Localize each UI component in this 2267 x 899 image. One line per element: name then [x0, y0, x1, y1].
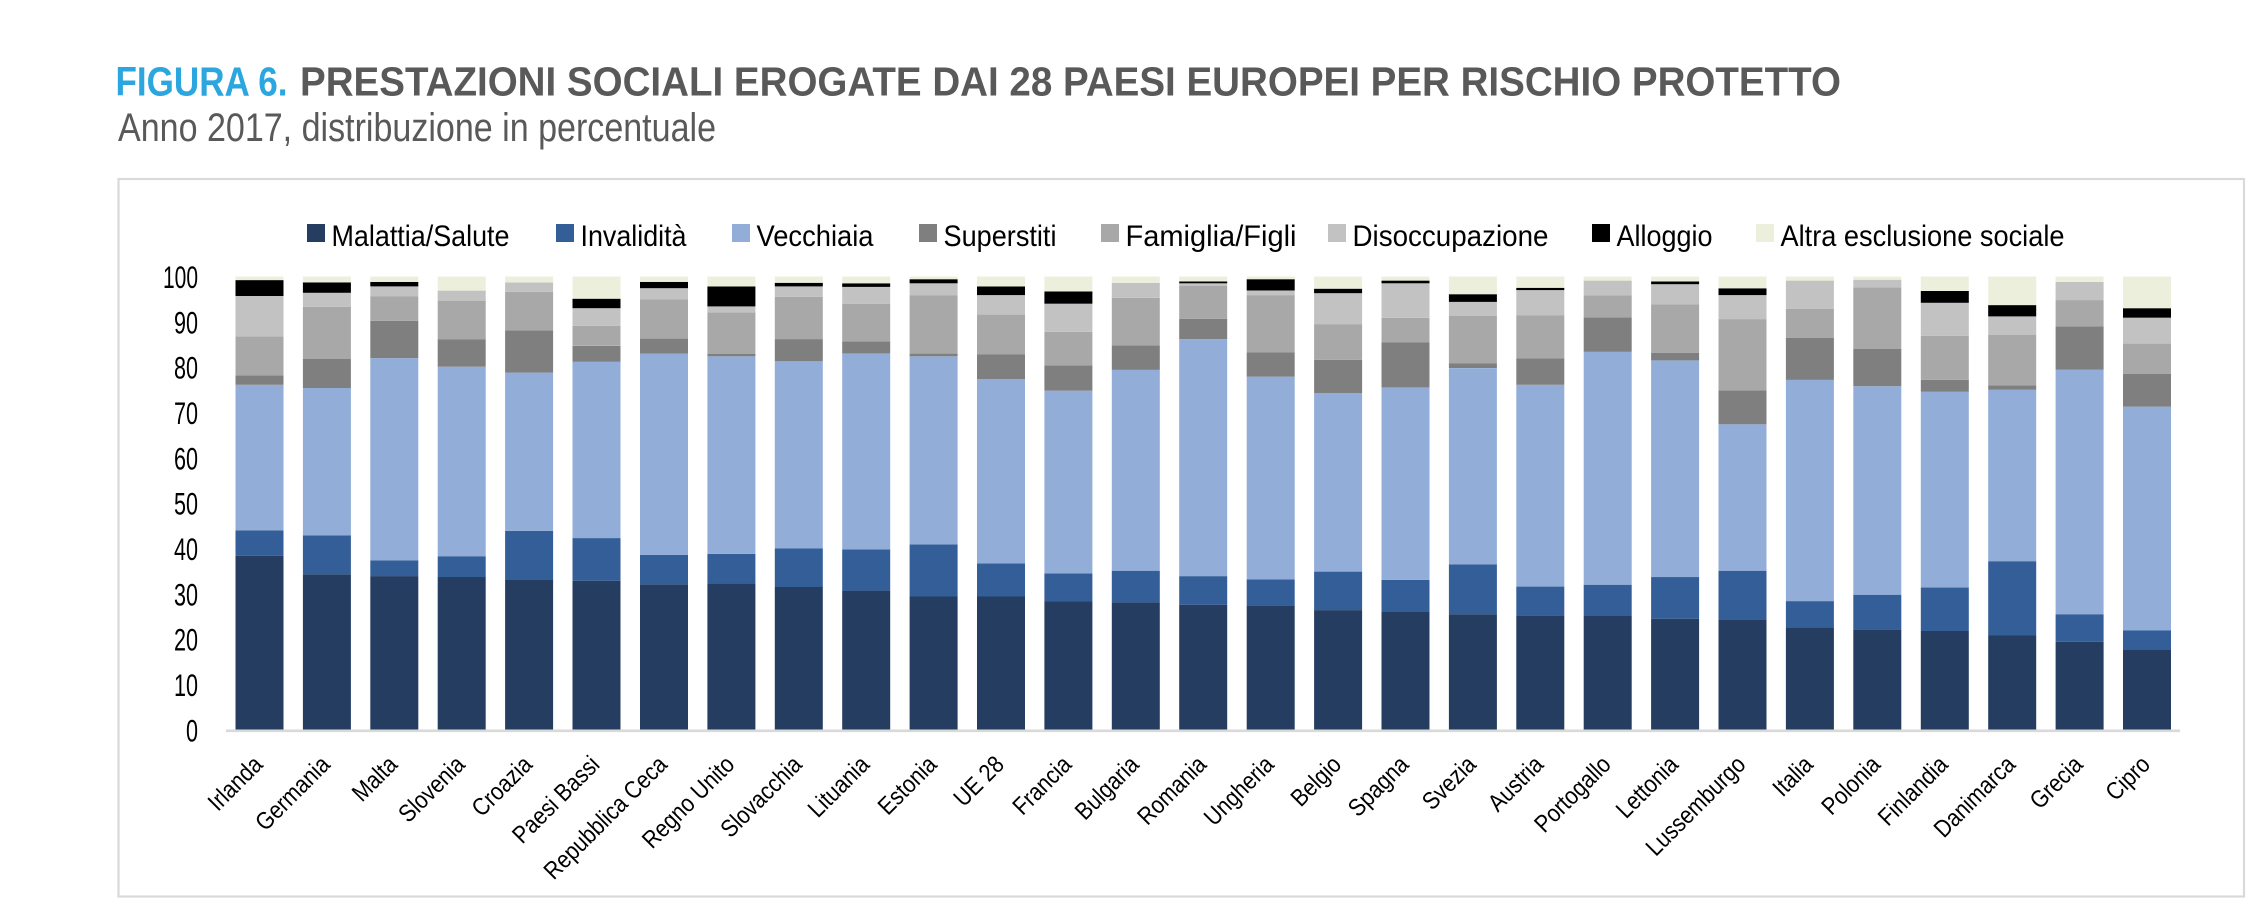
svg-text:Cipro: Cipro	[2100, 750, 2156, 806]
svg-text:Altra esclusione sociale: Altra esclusione sociale	[1781, 220, 2065, 253]
svg-text:0: 0	[186, 712, 198, 748]
svg-text:Estonia: Estonia	[872, 750, 942, 820]
svg-text:Belgio: Belgio	[1285, 750, 1346, 811]
svg-text:Lituania: Lituania	[802, 750, 875, 823]
svg-text:90: 90	[174, 304, 198, 340]
svg-text:Svezia: Svezia	[1416, 750, 1481, 815]
svg-text:30: 30	[174, 576, 198, 612]
svg-text:FIGURA 6.: FIGURA 6.	[116, 59, 288, 105]
svg-text:Disoccupazione: Disoccupazione	[1353, 220, 1549, 253]
svg-text:Slovenia: Slovenia	[393, 750, 471, 828]
svg-text:Ungheria: Ungheria	[1198, 750, 1279, 831]
svg-text:Famiglia/Figli: Famiglia/Figli	[1126, 220, 1297, 253]
svg-text:Irlanda: Irlanda	[202, 750, 268, 816]
svg-text:Grecia: Grecia	[2024, 750, 2088, 814]
svg-text:Spagna: Spagna	[1342, 750, 1414, 822]
svg-text:UE 28: UE 28	[948, 750, 1009, 811]
svg-text:Romania: Romania	[1132, 750, 1212, 830]
svg-text:20: 20	[174, 622, 198, 658]
svg-text:Germania: Germania	[249, 750, 335, 836]
svg-text:Vecchiaia: Vecchiaia	[757, 220, 875, 253]
svg-text:Francia: Francia	[1007, 750, 1077, 820]
svg-text:40: 40	[174, 531, 198, 567]
svg-text:50: 50	[174, 486, 198, 522]
svg-text:Bulgaria: Bulgaria	[1069, 750, 1144, 825]
svg-text:Anno 2017, distribuzione in pe: Anno 2017, distribuzione in percentuale	[118, 106, 716, 150]
svg-text:Malattia/Salute: Malattia/Salute	[332, 220, 510, 253]
svg-text:Alloggio: Alloggio	[1617, 220, 1713, 253]
svg-text:Invalidità: Invalidità	[581, 220, 688, 253]
svg-text:100: 100	[163, 259, 198, 295]
svg-text:60: 60	[174, 440, 198, 476]
svg-text:10: 10	[174, 667, 198, 703]
svg-text:Superstiti: Superstiti	[944, 220, 1057, 253]
svg-text:PRESTAZIONI SOCIALI EROGATE DA: PRESTAZIONI SOCIALI EROGATE DAI 28 PAESI…	[300, 59, 1841, 105]
svg-text:Italia: Italia	[1767, 750, 1819, 802]
svg-text:Malta: Malta	[346, 750, 403, 807]
svg-text:70: 70	[174, 395, 198, 431]
svg-text:80: 80	[174, 350, 198, 386]
